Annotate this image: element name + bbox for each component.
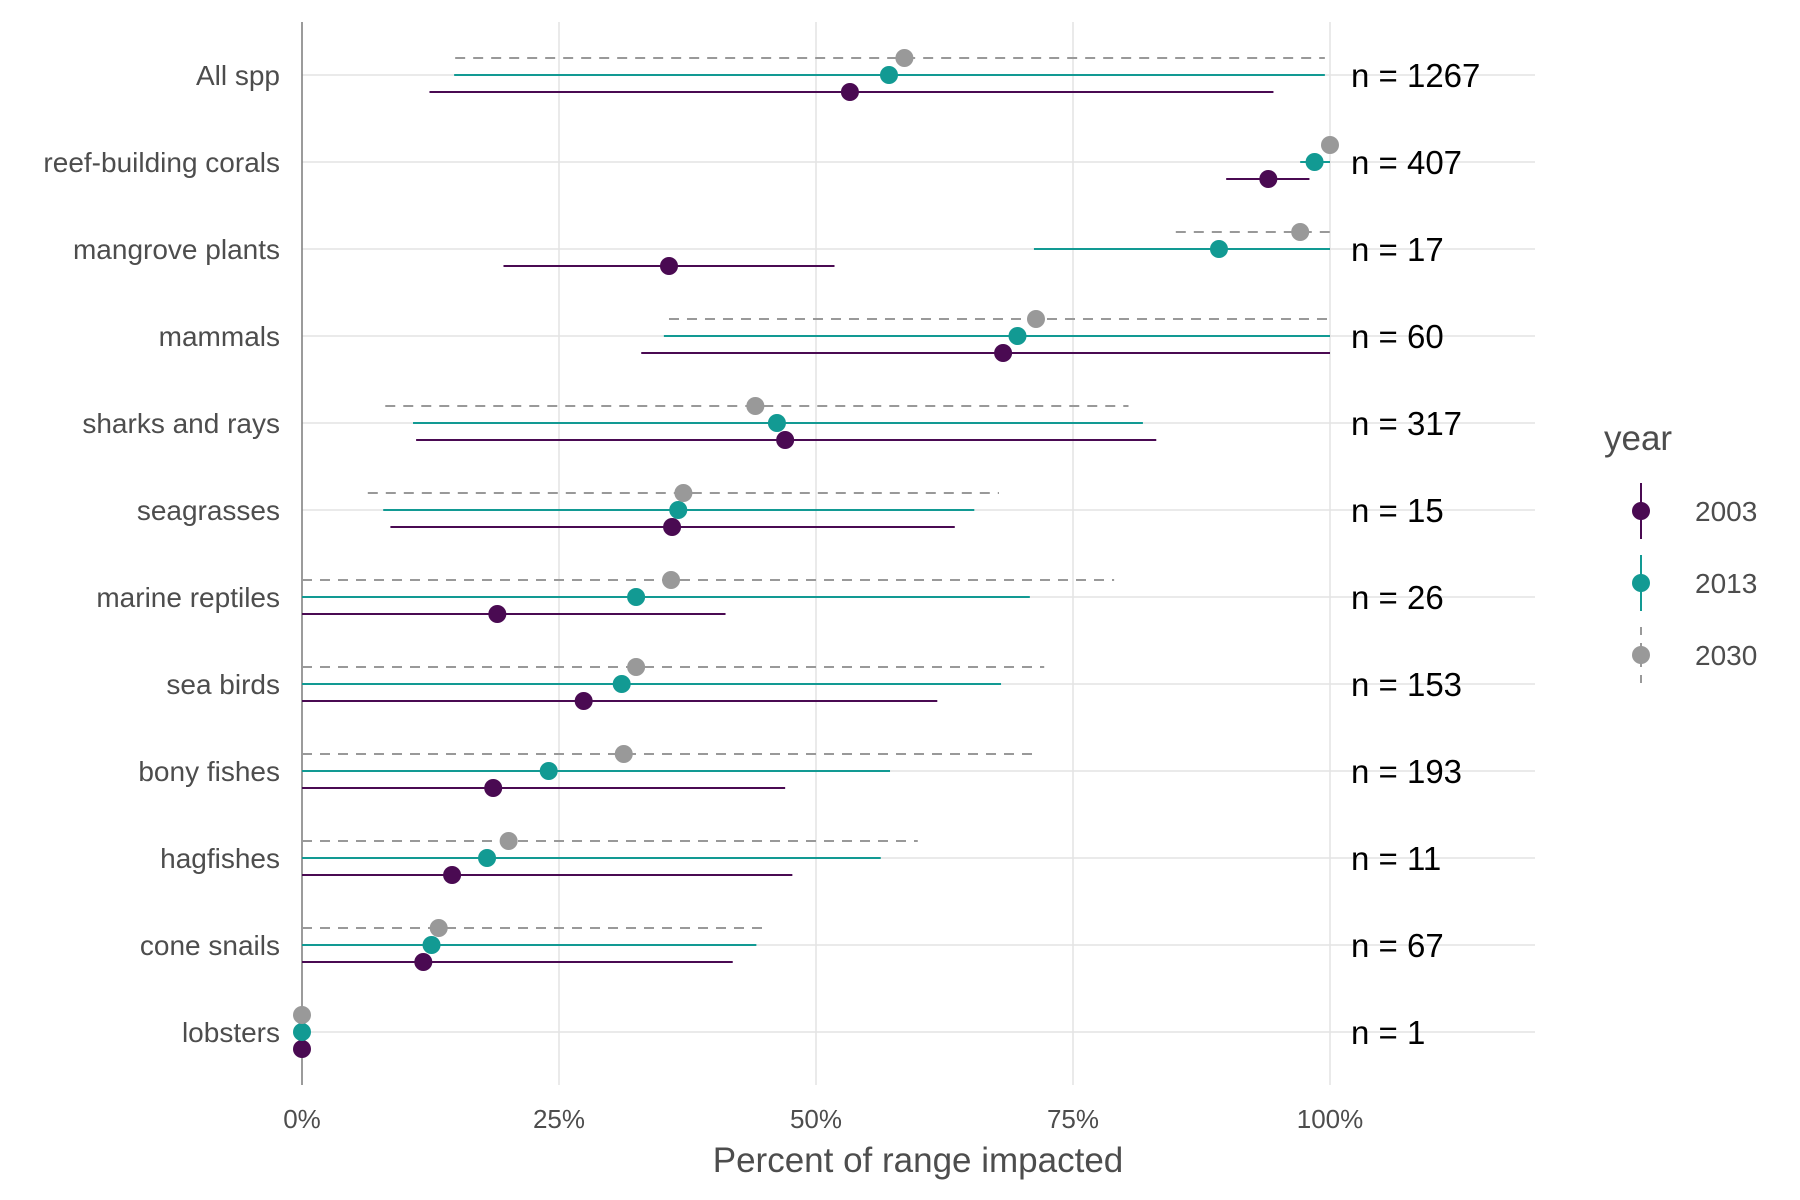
x-axis-title: Percent of range impacted — [713, 1141, 1124, 1180]
count-label: n = 26 — [1351, 579, 1444, 616]
category-label: reef-building corals — [43, 147, 280, 178]
mean-point — [293, 1006, 311, 1024]
count-label: n = 1 — [1351, 1014, 1425, 1051]
mean-point — [662, 571, 681, 589]
category-label: All spp — [196, 60, 280, 91]
category-label: cone snails — [140, 930, 280, 961]
legend-items: 2003 2013 2030 — [1632, 483, 1757, 683]
mean-point — [429, 919, 448, 937]
mean-point — [1321, 136, 1339, 154]
count-label: n = 15 — [1351, 492, 1444, 529]
mean-point — [1291, 223, 1310, 241]
mean-point — [1026, 310, 1045, 328]
mean-point — [994, 344, 1013, 362]
mean-point — [776, 431, 795, 449]
mean-point — [539, 762, 558, 780]
mean-point — [422, 936, 441, 954]
data-series — [293, 49, 1339, 1058]
mean-point — [879, 66, 898, 84]
x-tick-label: 100% — [1297, 1104, 1364, 1134]
mean-point — [614, 745, 633, 763]
mean-point — [840, 83, 859, 101]
mean-point — [1305, 153, 1324, 171]
mean-point — [1008, 327, 1027, 345]
mean-point — [1209, 240, 1228, 258]
mean-point — [627, 588, 646, 606]
count-labels: n = 1267 n = 407 n = 17 n = 60 n = 317 n = 15… — [1351, 57, 1480, 1051]
mean-point — [499, 832, 518, 850]
legend-key-point — [1632, 574, 1650, 592]
category-label: seagrasses — [137, 495, 280, 526]
mean-point — [443, 866, 462, 884]
mean-point — [659, 257, 678, 275]
series-2030 — [293, 49, 1339, 1024]
category-label: mammals — [159, 321, 280, 352]
legend-label: 2003 — [1695, 496, 1757, 527]
mean-point — [612, 675, 631, 693]
legend-item-2030: 2030 — [1632, 627, 1757, 683]
mean-point — [674, 484, 693, 502]
mean-point — [488, 605, 507, 623]
mean-point — [663, 518, 682, 536]
count-label: n = 67 — [1351, 927, 1444, 964]
category-label: sea birds — [166, 669, 280, 700]
count-label: n = 317 — [1351, 405, 1462, 442]
mean-point — [895, 49, 914, 67]
series-2003 — [293, 83, 1330, 1058]
legend: year 2003 2013 2030 — [1604, 419, 1757, 683]
mean-point — [669, 501, 688, 519]
x-tick-label: 0% — [283, 1104, 321, 1134]
category-labels: All spp reef-building corals mangrove plan… — [43, 60, 280, 1048]
series-2013 — [293, 66, 1330, 1041]
mean-point — [293, 1023, 311, 1041]
mean-point — [746, 397, 765, 415]
grid-lines — [302, 22, 1535, 1085]
count-label: n = 60 — [1351, 318, 1444, 355]
count-label: n = 1267 — [1351, 57, 1480, 94]
count-label: n = 11 — [1351, 840, 1441, 877]
x-tick-label: 75% — [1047, 1104, 1099, 1134]
count-label: n = 407 — [1351, 144, 1462, 181]
category-label: lobsters — [182, 1017, 280, 1048]
category-label: hagfishes — [160, 843, 280, 874]
category-label: marine reptiles — [96, 582, 280, 613]
mean-point — [574, 692, 593, 710]
x-tick-labels: 0% 25% 50% 75% 100% — [283, 1104, 1363, 1134]
x-tick-label: 25% — [533, 1104, 585, 1134]
count-label: n = 17 — [1351, 231, 1444, 268]
category-label: sharks and rays — [82, 408, 280, 439]
category-label: mangrove plants — [73, 234, 280, 265]
category-label: bony fishes — [138, 756, 280, 787]
legend-label: 2030 — [1695, 640, 1757, 671]
count-label: n = 153 — [1351, 666, 1462, 703]
mean-point — [414, 953, 433, 971]
legend-key-point — [1632, 502, 1650, 520]
mean-point — [478, 849, 497, 867]
legend-label: 2013 — [1695, 568, 1757, 599]
mean-point — [1259, 170, 1278, 188]
mean-point — [767, 414, 786, 432]
mean-point — [484, 779, 503, 797]
legend-item-2003: 2003 — [1632, 483, 1757, 539]
x-tick-label: 50% — [790, 1104, 842, 1134]
legend-title: year — [1604, 419, 1672, 458]
legend-item-2013: 2013 — [1632, 555, 1757, 611]
count-label: n = 193 — [1351, 753, 1462, 790]
mean-point — [627, 658, 646, 676]
legend-key-point — [1632, 646, 1650, 664]
mean-point — [293, 1040, 311, 1058]
